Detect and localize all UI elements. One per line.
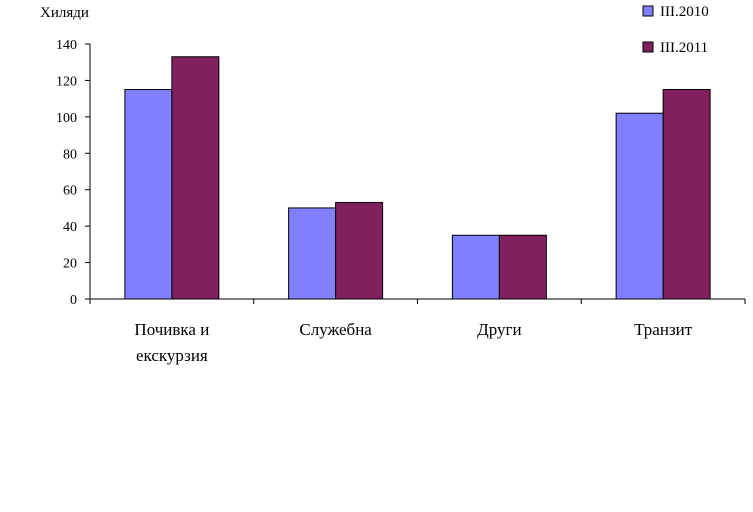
legend-swatch-III.2010 (642, 5, 654, 17)
bar-III.2010-3 (615, 112, 664, 300)
bar-III.2011-0 (171, 56, 220, 300)
bar-III.2010-2 (451, 234, 500, 300)
bar-III.2010-0 (124, 89, 173, 300)
bar-III.2011-3 (662, 89, 711, 300)
bar-III.2011-1 (335, 201, 384, 300)
legend-label: III.2010 (660, 4, 709, 20)
y-axis-label: Хиляди (40, 5, 89, 21)
bar-III.2011-2 (498, 234, 547, 300)
y-tick-label: 140 (56, 38, 77, 53)
legend-label: III.2011 (660, 40, 708, 56)
y-tick-label: 120 (56, 74, 77, 89)
x-tick-label: Служебна (299, 320, 372, 339)
y-tick-label: 100 (56, 111, 77, 126)
x-tick-label: Други (477, 320, 521, 339)
x-tick-label: Транзит (634, 320, 693, 339)
y-tick-label: 20 (63, 257, 77, 272)
y-tick-label: 0 (70, 293, 77, 308)
legend: III.2010 III.2011 (642, 4, 709, 56)
x-tick-label: Почивка и (134, 320, 209, 339)
y-tick-label: 40 (63, 220, 77, 235)
bar-III.2010-1 (288, 207, 337, 300)
legend-swatch-III.2011 (642, 41, 654, 53)
y-tick-label: 80 (63, 147, 77, 162)
x-tick-label: екскурзия (136, 346, 208, 365)
y-tick-label: 60 (63, 184, 77, 199)
